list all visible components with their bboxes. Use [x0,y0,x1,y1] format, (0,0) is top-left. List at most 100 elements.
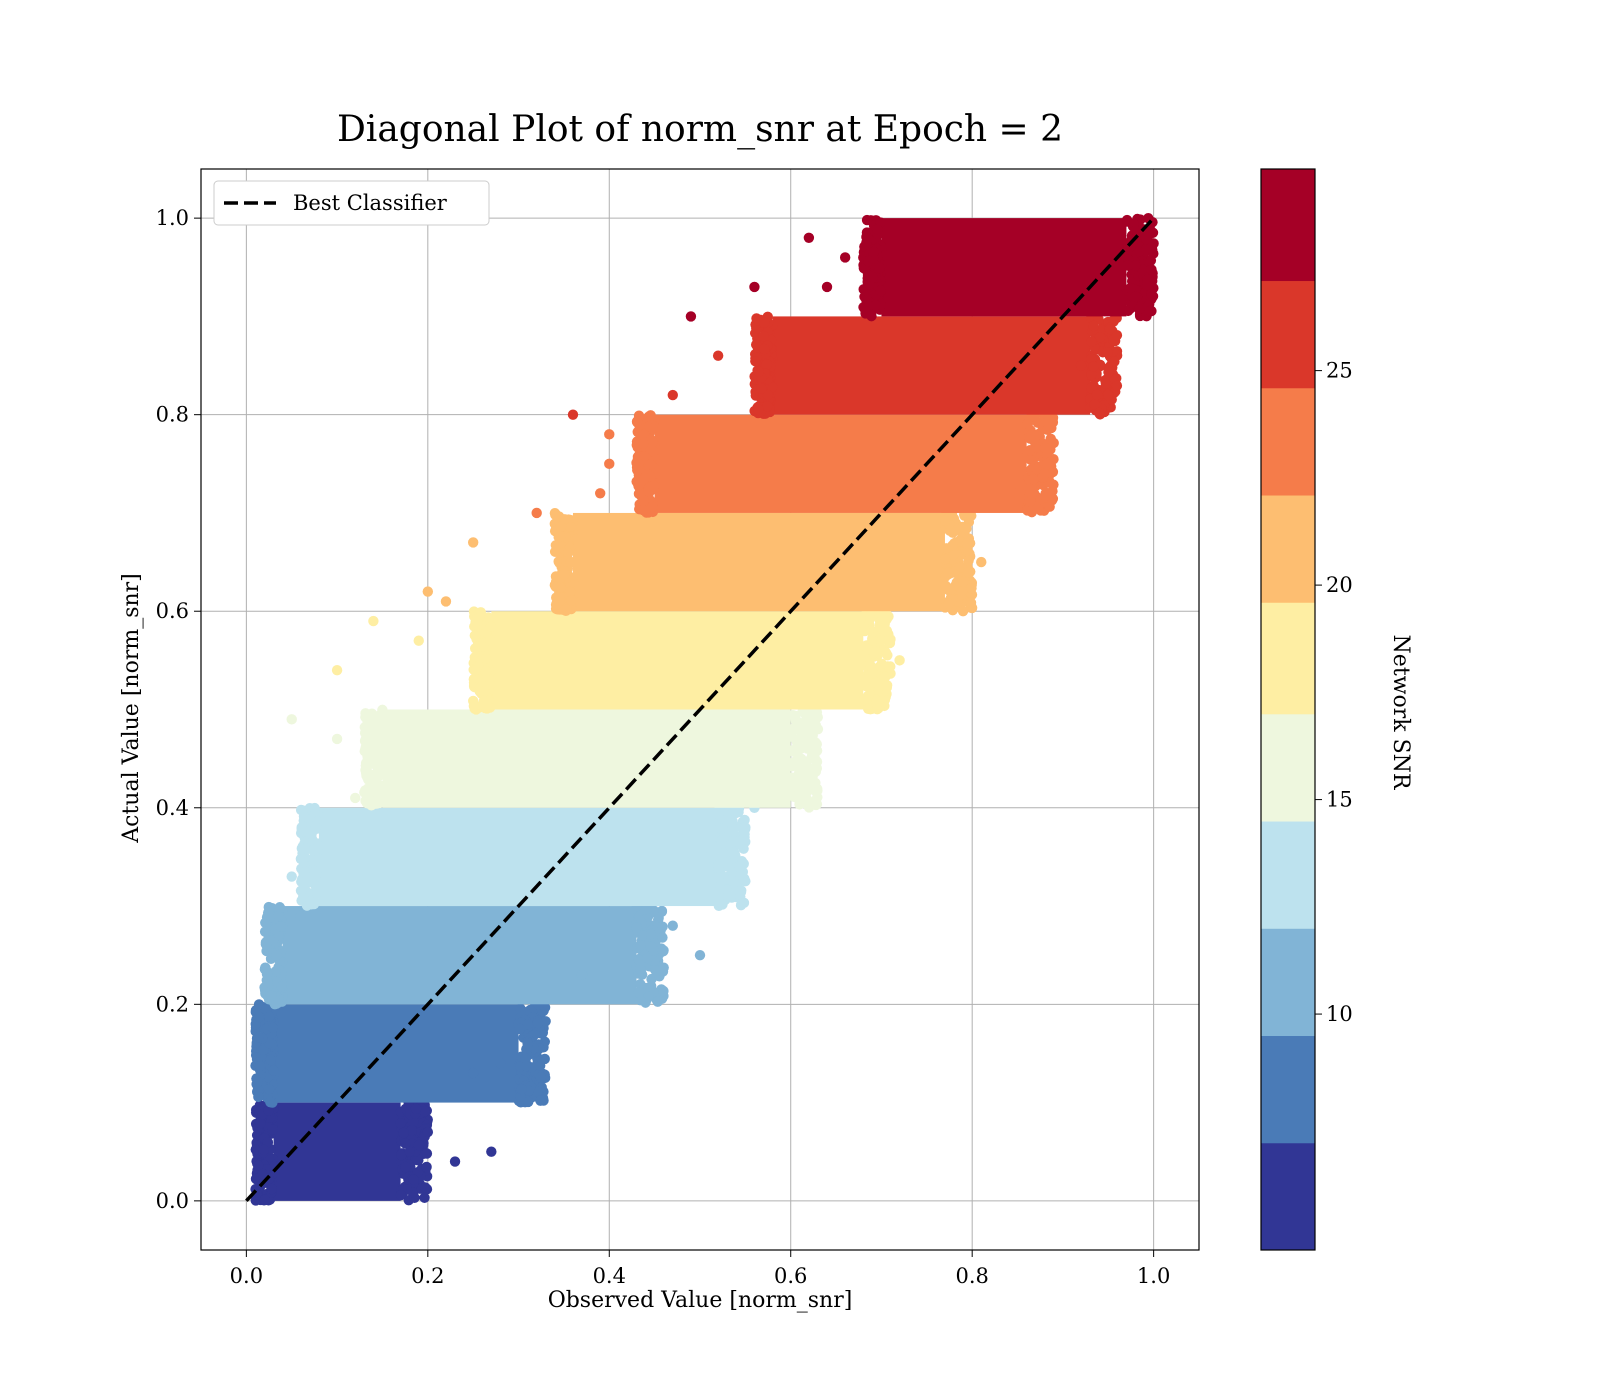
scatter-point [297,854,307,864]
scatter-point [523,1097,533,1107]
scatter-point [961,523,971,533]
scatter-point [266,991,276,1001]
scatter-point [414,636,424,646]
x-tick-label: 0.4 [593,1264,626,1288]
scatter-point [414,1140,424,1150]
colorbar: 10 15 20 25 Network SNR [1261,169,1413,1251]
scatter-point [260,918,270,928]
scatter-point [632,416,642,426]
y-tick-label: 0.6 [156,599,189,623]
scatter-point [730,851,740,861]
scatter-point [944,583,954,593]
band-core-region [283,906,637,1004]
scatter-point [468,537,478,547]
scatter-point [799,797,809,807]
scatter-point [1146,243,1156,253]
scatter-point [254,1012,264,1022]
scatter-point [813,724,823,734]
y-tick-label: 1.0 [156,206,189,230]
scatter-point [754,366,764,376]
colorbar-band [1261,602,1315,714]
band-core-region [655,415,1027,513]
scatter-point [311,822,321,832]
scatter-point [639,473,649,483]
scatter-point [522,1038,532,1048]
colorbar-band [1261,388,1315,496]
scatter-point [749,282,759,292]
scatter-point [658,946,668,956]
scatter-point [870,300,880,310]
scatter-point [810,755,820,765]
scatter-point [535,1061,545,1071]
scatter-point [310,897,320,907]
scatter-point [947,540,957,550]
scatter-point [797,782,807,792]
scatter-point [803,733,813,743]
scatter-point [470,665,480,675]
scatter-point [753,404,763,414]
scatter-point [398,1128,408,1138]
scatter-point [789,792,799,802]
scatter-point [1047,493,1057,503]
scatter-point [1076,360,1086,370]
scatter-point [420,1182,430,1192]
scatter-point [276,981,286,991]
scatter-point [478,700,488,710]
scatter-point [861,681,871,691]
scatter-point [265,1055,275,1065]
scatter-point [264,1084,274,1094]
scatter-point [658,986,668,996]
scatter-point [840,252,850,262]
scatter-point [261,939,271,949]
scatter-point [862,215,872,225]
scatter-point [759,317,769,327]
scatter-point [308,845,318,855]
scatter-point [633,954,643,964]
scatter-point [422,1148,432,1158]
scatter-point [254,1032,264,1042]
scatter-point [716,836,726,846]
scatter-point [811,766,821,776]
scatter-point [966,598,976,608]
band-core-region [491,611,863,709]
colorbar-tick-label: 10 [1326,1002,1353,1026]
scatter-point [867,635,877,645]
x-axis-label: Observed Value [norm_snr] [548,1288,853,1313]
scatter-point [1040,468,1050,478]
scatter-point [762,401,772,411]
colorbar-tick-label: 15 [1326,788,1353,812]
scatter-point [822,282,832,292]
scatter-point [1125,283,1135,293]
scatter-point [657,932,667,942]
scatter-point [260,926,270,936]
scatter-point [1025,487,1035,497]
scatter-point [963,567,973,577]
scatter-point [1145,306,1155,316]
scatter-point [735,870,745,880]
scatter-point [604,429,614,439]
scatter-point [514,1024,524,1034]
y-tick-label: 0.0 [156,1189,189,1213]
scatter-point [1105,324,1115,334]
scatter-point [1086,336,1096,346]
scatter-point [555,531,565,541]
colorbar-ticks: 10 15 20 25 [1315,359,1353,1026]
scatter-point [801,764,811,774]
scatter-point [713,872,723,882]
scatter-point [516,1084,526,1094]
scatter-point [868,272,878,282]
scatter-point [486,1147,496,1157]
scatter-point [650,965,660,975]
scatter-point [976,557,986,567]
scatter-point [311,867,321,877]
scatter-point [642,953,652,963]
scatter-point [634,988,644,998]
scatter-point [875,263,885,273]
scatter-point [408,1174,418,1184]
scatter-point [863,234,873,244]
x-tick-label: 0.8 [955,1264,988,1288]
chart-title: Diagonal Plot of norm_snr at Epoch = 2 [337,109,1063,150]
scatter-point [631,922,641,932]
scatter-point [1092,389,1102,399]
